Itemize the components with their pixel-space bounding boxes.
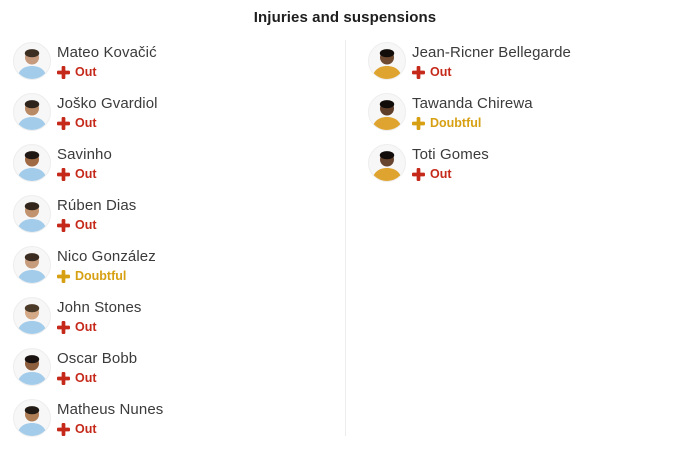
- player-status: Out: [57, 320, 142, 335]
- player-avatar: [13, 399, 51, 437]
- status-plus-icon: [57, 168, 70, 181]
- player-status: Out: [57, 371, 137, 386]
- injuries-column-left: Mateo Kovačić Out Joško Gvardiol: [0, 40, 345, 437]
- player-name: Matheus Nunes: [57, 401, 164, 418]
- status-plus-icon: [412, 117, 425, 130]
- player-name: Oscar Bobb: [57, 350, 138, 367]
- player-info: Jean-Ricner Bellegarde Out: [412, 42, 571, 80]
- status-label: Doubtful: [430, 116, 482, 130]
- player-info: Mateo Kovačić Out: [57, 42, 157, 80]
- status-plus-icon: [57, 423, 70, 436]
- player-avatar: [13, 246, 51, 284]
- player-avatar: [13, 42, 51, 80]
- player-photo-icon: [372, 49, 402, 79]
- player-row[interactable]: Matheus Nunes Out: [13, 399, 345, 437]
- status-label: Out: [75, 167, 97, 181]
- status-label: Out: [430, 65, 452, 79]
- player-avatar: [13, 144, 51, 182]
- player-avatar: [13, 93, 51, 131]
- player-photo-icon: [17, 253, 47, 283]
- player-photo-icon: [372, 100, 402, 130]
- player-row[interactable]: John Stones Out: [13, 297, 345, 335]
- status-plus-icon: [412, 168, 425, 181]
- player-avatar: [13, 297, 51, 335]
- player-name: Toti Gomes: [412, 146, 489, 163]
- player-photo-icon: [17, 202, 47, 232]
- player-status: Out: [57, 65, 157, 80]
- player-status: Doubtful: [412, 116, 533, 131]
- player-avatar: [368, 42, 406, 80]
- status-plus-icon: [57, 321, 70, 334]
- player-photo-icon: [17, 151, 47, 181]
- player-name: Mateo Kovačić: [57, 44, 157, 61]
- player-photo-icon: [372, 151, 402, 181]
- page-title: Injuries and suspensions: [253, 9, 437, 26]
- player-info: Tawanda Chirewa Doubtful: [412, 93, 533, 131]
- player-photo-icon: [17, 406, 47, 436]
- player-row[interactable]: Toti Gomes Out: [368, 144, 690, 182]
- player-status: Out: [412, 167, 489, 182]
- status-plus-icon: [412, 66, 425, 79]
- player-status: Out: [57, 218, 136, 233]
- player-name: Jean-Ricner Bellegarde: [412, 44, 571, 61]
- player-info: John Stones Out: [57, 297, 142, 335]
- injuries-columns: Mateo Kovačić Out Joško Gvardiol: [0, 40, 690, 437]
- injuries-column-right: Jean-Ricner Bellegarde Out Tawanda Chire…: [345, 40, 690, 436]
- player-row[interactable]: Nico González Doubtful: [13, 246, 345, 284]
- player-status: Out: [412, 65, 571, 80]
- player-row[interactable]: Mateo Kovačić Out: [13, 42, 345, 80]
- player-photo-icon: [17, 304, 47, 334]
- status-plus-icon: [57, 219, 70, 232]
- status-label: Out: [75, 371, 97, 385]
- player-row[interactable]: Jean-Ricner Bellegarde Out: [368, 42, 690, 80]
- player-info: Matheus Nunes Out: [57, 399, 163, 437]
- player-name: Tawanda Chirewa: [412, 95, 533, 112]
- player-info: Oscar Bobb Out: [57, 348, 137, 386]
- player-info: Rúben Dias Out: [57, 195, 136, 233]
- player-avatar: [368, 144, 406, 182]
- player-status: Doubtful: [57, 269, 156, 284]
- status-label: Doubtful: [75, 269, 127, 283]
- status-plus-icon: [57, 372, 70, 385]
- player-info: Toti Gomes Out: [412, 144, 489, 182]
- status-label: Out: [75, 65, 97, 79]
- player-name: Nico González: [57, 248, 156, 265]
- player-name: Rúben Dias: [57, 197, 137, 214]
- player-row[interactable]: Tawanda Chirewa Doubtful: [368, 93, 690, 131]
- status-plus-icon: [57, 270, 70, 283]
- player-status: Out: [57, 167, 112, 182]
- status-label: Out: [75, 422, 97, 436]
- player-name: Savinho: [57, 146, 112, 163]
- player-avatar: [13, 195, 51, 233]
- player-info: Savinho Out: [57, 144, 112, 182]
- player-avatar: [13, 348, 51, 386]
- player-row[interactable]: Rúben Dias Out: [13, 195, 345, 233]
- status-plus-icon: [57, 66, 70, 79]
- player-photo-icon: [17, 100, 47, 130]
- player-name: John Stones: [57, 299, 142, 316]
- status-label: Out: [75, 320, 97, 334]
- status-label: Out: [75, 218, 97, 232]
- player-photo-icon: [17, 49, 47, 79]
- player-status: Out: [57, 422, 163, 437]
- player-status: Out: [57, 116, 158, 131]
- status-label: Out: [430, 167, 452, 181]
- player-row[interactable]: Savinho Out: [13, 144, 345, 182]
- player-row[interactable]: Oscar Bobb Out: [13, 348, 345, 386]
- player-info: Joško Gvardiol Out: [57, 93, 158, 131]
- player-row[interactable]: Joško Gvardiol Out: [13, 93, 345, 131]
- player-info: Nico González Doubtful: [57, 246, 156, 284]
- player-photo-icon: [17, 355, 47, 385]
- status-label: Out: [75, 116, 97, 130]
- status-plus-icon: [57, 117, 70, 130]
- player-avatar: [368, 93, 406, 131]
- player-name: Joško Gvardiol: [57, 95, 158, 112]
